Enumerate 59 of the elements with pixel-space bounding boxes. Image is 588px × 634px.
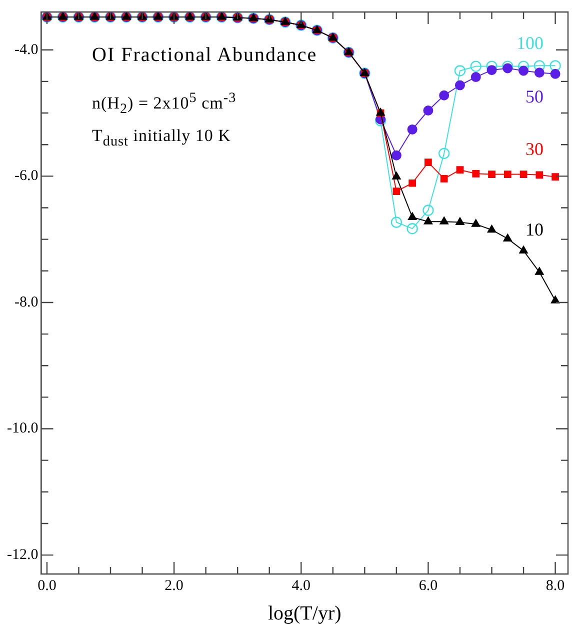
annotation: n(H$_{2}$) = 2x10$^{5}$ cm$^{-3}$ [92, 90, 236, 118]
point [503, 234, 512, 242]
point [550, 60, 561, 72]
point [519, 246, 528, 254]
text: OI Fractional Abundance [92, 44, 318, 67]
point [408, 179, 416, 187]
point [550, 68, 560, 79]
point [438, 148, 450, 160]
point [550, 296, 560, 304]
series-label: 50 [526, 86, 544, 106]
point [390, 216, 402, 228]
point [422, 204, 434, 216]
point [456, 217, 464, 226]
point [392, 188, 400, 196]
point [502, 63, 513, 74]
point [486, 65, 497, 76]
y-tick-label: -12.0 [6, 546, 38, 563]
series-label: 100 [516, 33, 544, 54]
point [407, 124, 418, 134]
point [487, 224, 496, 233]
point [504, 170, 512, 178]
point [470, 72, 481, 82]
point [552, 173, 559, 180]
point [406, 222, 418, 234]
x-tick-label: 0.0 [38, 578, 56, 594]
point [424, 216, 433, 224]
point [454, 65, 466, 76]
point [439, 90, 450, 100]
point [391, 150, 402, 160]
y-tick-label: -4.0 [14, 42, 38, 58]
point [536, 171, 544, 179]
point [472, 170, 480, 178]
point [456, 166, 464, 174]
point [518, 66, 529, 76]
x-tick-label: 8.0 [546, 578, 565, 594]
point [488, 170, 496, 178]
y-tick-label: -8.0 [14, 294, 38, 310]
point [440, 175, 448, 182]
point [534, 68, 544, 78]
point [471, 219, 480, 227]
point [454, 80, 465, 90]
point [392, 172, 401, 180]
series-label: 30 [526, 139, 544, 160]
x-axis-title: log(T/yr) [268, 602, 342, 624]
point [535, 267, 544, 275]
point [408, 212, 417, 220]
point [534, 60, 546, 72]
x-tick-label: 2.0 [164, 578, 184, 594]
point [470, 60, 482, 72]
point [440, 216, 448, 224]
point [423, 106, 434, 116]
y-tick-label: -6.0 [14, 168, 38, 184]
y-tick-label: -10.0 [6, 420, 38, 437]
series-label: 10 [526, 219, 544, 240]
point [520, 170, 528, 178]
x-tick-label: 4.0 [292, 578, 311, 594]
point [424, 158, 432, 166]
annotation: T$_{dust}$ initially 10 K [92, 126, 231, 150]
x-tick-label: 6.0 [418, 578, 438, 594]
